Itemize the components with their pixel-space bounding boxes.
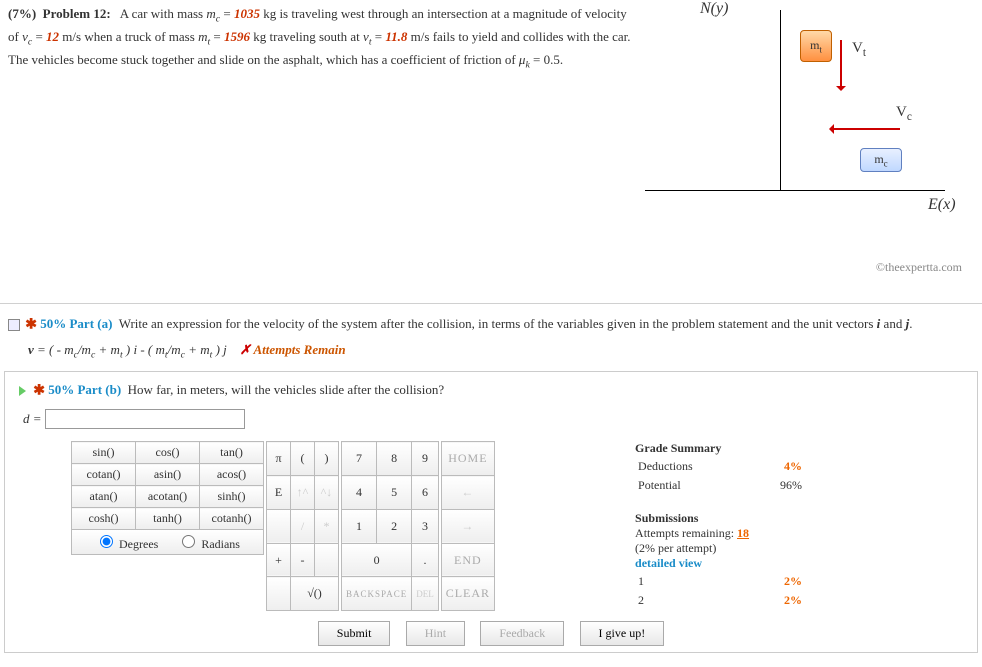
part-a-answer: v = ( - mc/mc + mt ) i - ( mt/mc + mt ) … [0,338,982,365]
key-sin[interactable]: sin() [72,442,136,464]
truck-box: mt [800,30,832,62]
key-sub[interactable]: ^↓ [315,476,339,510]
key-cos[interactable]: cos() [136,442,200,464]
key-tan[interactable]: tan() [200,442,264,464]
key-acos[interactable]: acos() [200,464,264,486]
key-blank2[interactable] [315,543,339,577]
key-plus[interactable]: + [267,543,291,577]
key-sqrt[interactable]: √() [291,577,339,611]
key-8[interactable]: 8 [377,442,412,476]
key-0[interactable]: 0 [342,543,412,577]
expand-icon[interactable] [19,386,26,396]
key-cotan[interactable]: cotan() [72,464,136,486]
key-cosh[interactable]: cosh() [72,508,136,530]
key-tanh[interactable]: tanh() [136,508,200,530]
key-dot[interactable]: . [412,543,439,577]
detailed-view-link[interactable]: detailed view [635,556,805,571]
key-blank[interactable] [267,509,291,543]
x-icon: ✱ [25,318,37,333]
key-asin[interactable]: asin() [136,464,200,486]
key-7[interactable]: 7 [342,442,377,476]
key-home[interactable]: HOME [441,442,494,476]
vc-arrow [830,128,900,130]
car-box: mc [860,148,902,172]
key-mul[interactable]: * [315,509,339,543]
key-clear[interactable]: CLEAR [441,577,494,611]
radians-radio[interactable]: Radians [177,537,240,551]
key-lparen[interactable]: ( [291,442,315,476]
key-sinh[interactable]: sinh() [200,486,264,508]
key-6[interactable]: 6 [412,476,439,510]
key-atan[interactable]: atan() [72,486,136,508]
key-1[interactable]: 1 [342,509,377,543]
collision-diagram: N(y) E(x) mt Vt Vc mc [640,0,960,230]
key-minus[interactable]: - [291,543,315,577]
key-left[interactable]: ← [441,476,494,510]
key-blank3[interactable] [267,577,291,611]
key-div[interactable]: / [291,509,315,543]
key-end[interactable]: END [441,543,494,577]
key-pi[interactable]: π [267,442,291,476]
problem-statement: (7%) Problem 12: A car with mass mc = 10… [8,4,632,74]
angle-mode: Degrees Radians [71,530,264,555]
key-5[interactable]: 5 [377,476,412,510]
part-b: ✱ 50% Part (b) How far, in meters, will … [11,378,971,404]
trig-keypad: sin()cos()tan() cotan()asin()acos() atan… [71,441,264,530]
key-sup[interactable]: ↑^ [291,476,315,510]
submit-button[interactable]: Submit [318,621,391,646]
vt-arrow [840,40,842,90]
key-4[interactable]: 4 [342,476,377,510]
feedback-button[interactable]: Feedback [480,621,564,646]
key-3[interactable]: 3 [412,509,439,543]
part-a: ✱ 50% Part (a) Write an expression for t… [0,312,982,338]
collapse-icon[interactable] [8,319,20,331]
giveup-button[interactable]: I give up! [580,621,665,646]
answer-input[interactable] [45,409,245,429]
key-acotan[interactable]: acotan() [136,486,200,508]
key-right[interactable]: → [441,509,494,543]
key-del[interactable]: DEL [412,577,439,611]
key-rparen[interactable]: ) [315,442,339,476]
grade-summary: Grade Summary Deductions4% Potential96% … [635,441,805,611]
key-cotanh[interactable]: cotanh() [200,508,264,530]
nav-keypad: HOME ← → END CLEAR [441,441,495,611]
hint-button[interactable]: Hint [406,621,465,646]
key-backspace[interactable]: BACKSPACE [342,577,412,611]
x-icon: ✱ [33,383,45,398]
key-9[interactable]: 9 [412,442,439,476]
key-e[interactable]: E [267,476,291,510]
copyright: ©theexpertta.com [640,230,982,295]
key-2[interactable]: 2 [377,509,412,543]
degrees-radio[interactable]: Degrees [95,537,158,551]
symbol-keypad: π() E↑^^↓ /* +- √() [266,441,339,611]
number-keypad: 789 456 123 0. BACKSPACEDEL [341,441,439,611]
